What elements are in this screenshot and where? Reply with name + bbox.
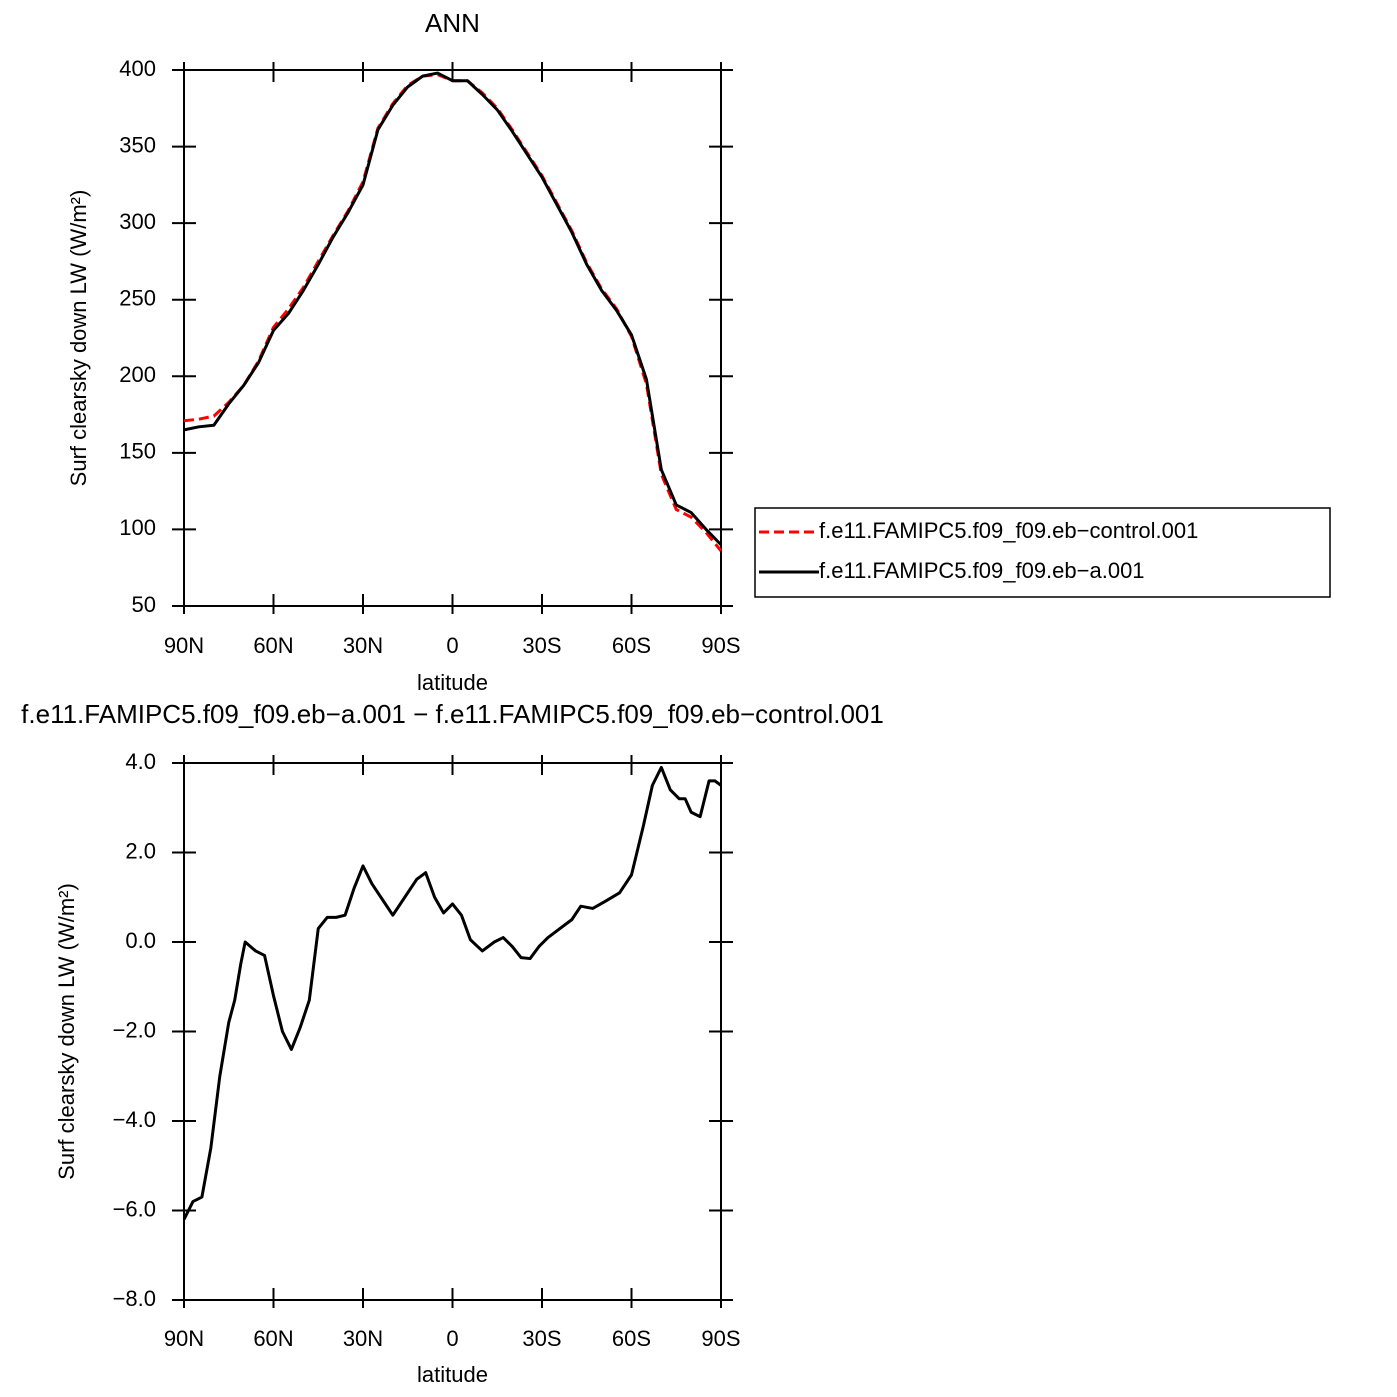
y-tick-label: 2.0 [125,838,156,863]
x-tick-label: 30N [343,633,383,658]
y-tick-label: 300 [119,209,156,234]
x-tick-label: 30S [522,1326,561,1351]
x-tick-label: 60S [612,1326,651,1351]
y-axis-label: Surf clearsky down LW (W/m²) [54,883,79,1180]
y-tick-label: 400 [119,56,156,81]
series-line [183,73,723,552]
plot-frame [183,69,722,607]
y-tick-label: 50 [132,592,156,617]
y-tick-label: −4.0 [113,1107,156,1132]
legend-label: f.e11.FAMIPC5.f09_f09.eb−control.001 [819,518,1198,543]
y-tick-label: 350 [119,132,156,157]
x-tick-label: 30N [343,1326,383,1351]
y-tick-label: −2.0 [113,1017,156,1042]
x-tick-label: 60N [253,1326,293,1351]
y-tick-label: 100 [119,515,156,540]
series-line [183,71,723,546]
y-tick-label: 0.0 [125,928,156,953]
y-tick-label: −6.0 [113,1196,156,1221]
x-axis-label: latitude [417,1362,488,1387]
y-tick-label: 250 [119,286,156,311]
x-tick-label: 90S [701,1326,740,1351]
x-tick-label: 0 [446,1326,458,1351]
y-tick-label: 4.0 [125,749,156,774]
x-tick-label: 30S [522,633,561,658]
x-tick-label: 0 [446,633,458,658]
legend-box [754,507,1331,598]
y-tick-label: −8.0 [113,1286,156,1311]
plot-frame [183,762,722,1301]
y-tick-label: 150 [119,439,156,464]
chart-title: ANN [425,8,480,38]
legend-label: f.e11.FAMIPC5.f09_f09.eb−a.001 [819,558,1145,583]
series-line [182,765,722,1221]
x-tick-label: 90S [701,633,740,658]
chart-title: f.e11.FAMIPC5.f09_f09.eb−a.001 − f.e11.F… [21,699,884,729]
x-axis-label: latitude [417,670,488,695]
y-axis-label: Surf clearsky down LW (W/m²) [66,190,91,487]
y-tick-label: 200 [119,362,156,387]
x-tick-label: 60N [253,633,293,658]
x-tick-label: 90N [164,633,204,658]
x-tick-label: 60S [612,633,651,658]
x-tick-label: 90N [164,1326,204,1351]
